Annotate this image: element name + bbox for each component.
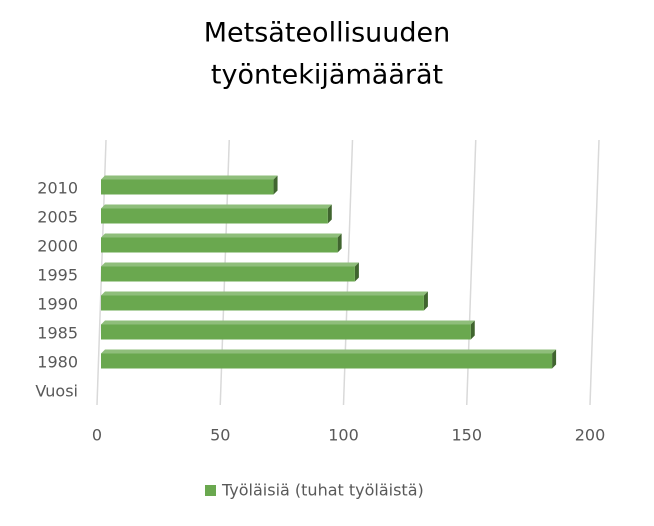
- y-tick-label: 1980: [37, 353, 78, 372]
- bar-face: [423, 291, 428, 311]
- bar-face: [101, 262, 359, 267]
- bar-face: [101, 295, 424, 311]
- legend-label: Työläisiä (tuhat työläistä): [221, 481, 424, 500]
- legend-swatch: [205, 485, 216, 496]
- x-tick-label: 0: [92, 426, 102, 445]
- y-tick-label: 2010: [37, 179, 78, 198]
- bar-face: [101, 320, 475, 325]
- y-tick-label: Vuosi: [35, 382, 78, 401]
- bar-face: [101, 291, 428, 296]
- chart-title: Metsäteollisuuden: [204, 18, 450, 49]
- bar-face: [327, 204, 332, 224]
- bar-face: [101, 353, 553, 369]
- y-tick-label: 2000: [37, 237, 78, 256]
- y-tick-label: 2005: [37, 208, 78, 227]
- bar-face: [552, 349, 557, 369]
- bar-face: [101, 266, 355, 282]
- bar-face: [101, 179, 274, 195]
- bar-face: [101, 237, 338, 253]
- bar-face: [337, 233, 342, 253]
- bar-face: [101, 349, 557, 354]
- x-tick-label: 100: [328, 426, 359, 445]
- bar: [101, 175, 278, 195]
- bar-face: [354, 262, 359, 282]
- y-tick-label: 1995: [37, 266, 78, 285]
- bar: [101, 204, 332, 224]
- bar-face: [101, 324, 471, 340]
- bar-face: [470, 320, 475, 340]
- x-tick-label: 200: [575, 426, 606, 445]
- y-tick-label: 1985: [37, 324, 78, 343]
- bar-face: [273, 175, 278, 195]
- grid-line: [589, 139, 600, 406]
- x-tick-label: 150: [451, 426, 482, 445]
- y-tick-label: 1990: [37, 295, 78, 314]
- bar-face: [101, 204, 332, 209]
- bar: [101, 320, 475, 340]
- bar-face: [101, 175, 278, 180]
- chart-title: työntekijämäärät: [211, 60, 443, 91]
- bar-face: [101, 208, 328, 224]
- bar-face: [101, 233, 342, 238]
- bar: [101, 291, 428, 311]
- x-tick-label: 50: [210, 426, 230, 445]
- bar: [101, 233, 342, 253]
- bar: [101, 262, 359, 282]
- bar: [101, 349, 557, 369]
